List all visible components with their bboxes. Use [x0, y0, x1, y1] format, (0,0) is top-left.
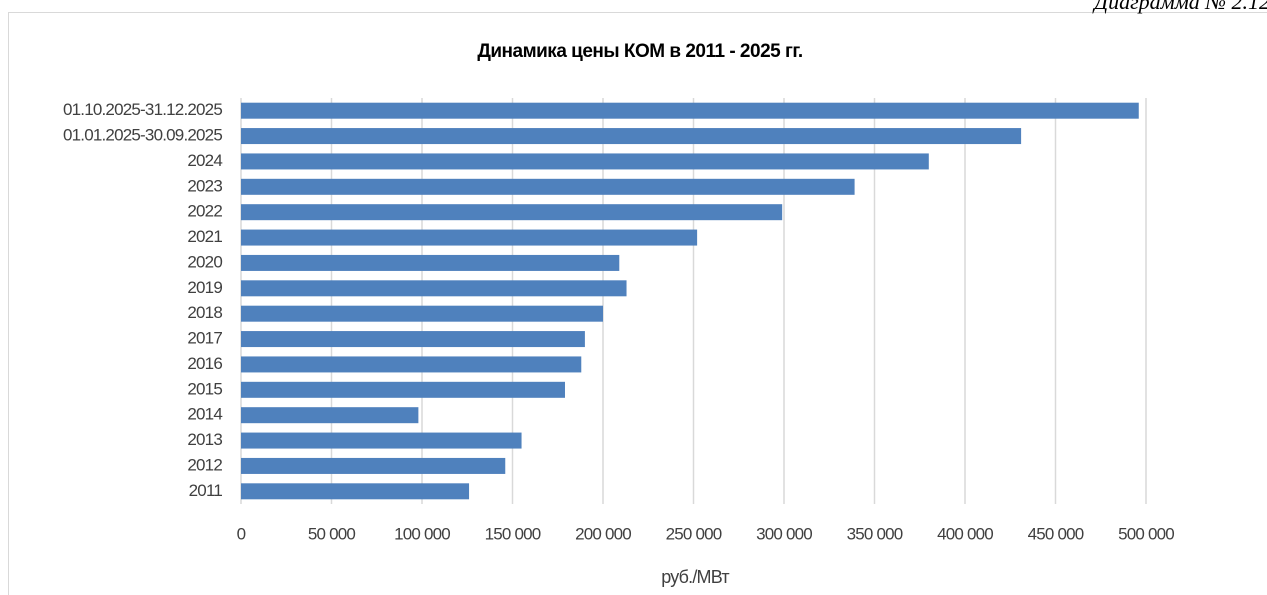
bar [241, 280, 627, 297]
bar [241, 457, 506, 474]
bar [241, 356, 582, 373]
x-tick-label: 100 000 [394, 524, 450, 543]
x-tick-label: 450 000 [1028, 524, 1084, 543]
chart-title: Динамика цены КОМ в 2011 - 2025 гг. [477, 41, 802, 62]
x-tick-label: 150 000 [485, 524, 541, 543]
bar [241, 483, 470, 500]
x-tick-label: 0 [237, 524, 246, 543]
y-tick-label: 2022 [187, 202, 222, 221]
x-tick-label: 500 000 [1118, 524, 1174, 543]
y-tick-label: 2011 [189, 481, 223, 500]
bar [241, 102, 1139, 119]
page-header: Диаграмма № 2.12 [1092, 0, 1267, 14]
y-tick-label: 2012 [187, 455, 222, 474]
x-tick-label: 250 000 [666, 524, 722, 543]
y-tick-label: 2015 [187, 379, 222, 398]
y-tick-label: 01.10.2025-31.12.2025 [63, 100, 222, 119]
y-tick-label: 2023 [187, 176, 222, 195]
bar [241, 204, 783, 221]
bar [241, 254, 620, 271]
y-tick-label: 2013 [187, 430, 222, 449]
bar [241, 381, 565, 398]
y-tick-label: 2016 [187, 354, 222, 373]
y-tick-label: 2018 [187, 303, 222, 322]
y-tick-label: 2017 [187, 329, 222, 348]
y-tick-label: 2024 [187, 151, 222, 170]
x-axis-label: руб./МВт [661, 567, 729, 587]
x-tick-label: 200 000 [575, 524, 631, 543]
x-tick-label: 300 000 [756, 524, 812, 543]
bar [241, 178, 855, 195]
y-tick-label: 2014 [187, 405, 222, 424]
bar [241, 229, 698, 246]
y-tick-label: 2019 [187, 278, 222, 297]
x-tick-label: 350 000 [847, 524, 903, 543]
bar [241, 432, 522, 449]
bar [241, 153, 929, 170]
y-tick-label: 01.01.2025-30.09.2025 [63, 126, 222, 145]
x-tick-label: 400 000 [937, 524, 993, 543]
y-tick-label: 2021 [187, 227, 222, 246]
bar [241, 407, 419, 424]
bar [241, 128, 1022, 145]
bar [241, 331, 585, 348]
x-tick-label: 50 000 [308, 524, 356, 543]
y-tick-label: 2020 [187, 252, 222, 271]
bar [241, 305, 603, 322]
